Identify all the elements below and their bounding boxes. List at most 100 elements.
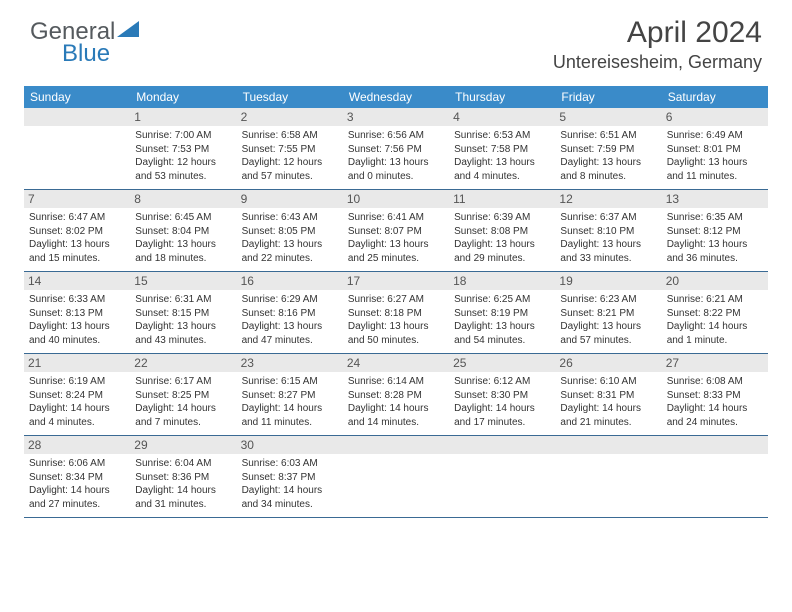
- day-number-empty: [449, 436, 555, 454]
- day-cell: 12 Sunrise: 6:37 AMSunset: 8:10 PMDayligh…: [555, 190, 661, 271]
- weekday-wednesday: Wednesday: [343, 86, 449, 108]
- day-details: Sunrise: 6:43 AMSunset: 8:05 PMDaylight:…: [242, 211, 338, 265]
- empty-cell: [24, 108, 130, 189]
- day-cell: 18Sunrise: 6:25 AMSunset: 8:19 PMDayligh…: [449, 272, 555, 353]
- day-cell: 16Sunrise: 6:29 AMSunset: 8:16 PMDayligh…: [237, 272, 343, 353]
- day-cell: 23Sunrise: 6:15 AMSunset: 8:27 PMDayligh…: [237, 354, 343, 435]
- logo-text-blue: Blue: [62, 40, 110, 67]
- calendar: SundayMondayTuesdayWednesdayThursdayFrid…: [24, 86, 768, 518]
- day-cell: 4 Sunrise: 6:53 AMSunset: 7:58 PMDaylight…: [449, 108, 555, 189]
- day-number: 27: [662, 354, 768, 372]
- day-cell: 9Sunrise: 6:43 AMSunset: 8:05 PMDaylight…: [237, 190, 343, 271]
- day-details: Sunrise: 6:19 AMSunset: 8:24 PMDaylight:…: [29, 375, 125, 429]
- day-details: Sunrise: 6:04 AMSunset: 8:36 PMDaylight:…: [135, 457, 231, 511]
- week-row: 28 Sunrise: 6:06 AMSunset: 8:34 PMDayligh…: [24, 436, 768, 518]
- day-details: Sunrise: 6:31 AMSunset: 8:15 PMDaylight:…: [135, 293, 231, 347]
- day-number-empty: [343, 436, 449, 454]
- day-number: 11: [449, 190, 555, 208]
- logo-text-blue-wrap: Blue: [62, 40, 110, 68]
- day-cell: 10Sunrise: 6:41 AMSunset: 8:07 PMDayligh…: [343, 190, 449, 271]
- day-details: Sunrise: 6:06 AMSunset: 8:34 PMDaylight:…: [29, 457, 125, 511]
- day-cell: 6 Sunrise: 6:49 AMSunset: 8:01 PMDaylight…: [662, 108, 768, 189]
- weekday-saturday: Saturday: [662, 86, 768, 108]
- day-number-empty: [24, 108, 130, 126]
- day-number: 22: [130, 354, 236, 372]
- day-cell: 30 Sunrise: 6:03 AMSunset: 8:37 PMDayligh…: [237, 436, 343, 517]
- day-details: Sunrise: 6:53 AMSunset: 7:58 PMDaylight:…: [454, 129, 550, 183]
- day-details: Sunrise: 6:21 AMSunset: 8:22 PMDaylight:…: [667, 293, 763, 347]
- day-details: Sunrise: 6:37 AMSunset: 8:10 PMDaylight:…: [560, 211, 656, 265]
- day-number: 25: [449, 354, 555, 372]
- location: Untereisesheim, Germany: [553, 52, 762, 73]
- empty-cell: [449, 436, 555, 517]
- day-details: Sunrise: 6:49 AMSunset: 8:01 PMDaylight:…: [667, 129, 763, 183]
- day-cell: 22 Sunrise: 6:17 AMSunset: 8:25 PMDayligh…: [130, 354, 236, 435]
- day-cell: 25 Sunrise: 6:12 AMSunset: 8:30 PMDayligh…: [449, 354, 555, 435]
- day-cell: 5 Sunrise: 6:51 AMSunset: 7:59 PMDaylight…: [555, 108, 661, 189]
- day-cell: 26 Sunrise: 6:10 AMSunset: 8:31 PMDayligh…: [555, 354, 661, 435]
- day-number: 1: [130, 108, 236, 126]
- day-number: 13: [662, 190, 768, 208]
- day-cell: 17 Sunrise: 6:27 AMSunset: 8:18 PMDayligh…: [343, 272, 449, 353]
- day-number: 20: [662, 272, 768, 290]
- empty-cell: [343, 436, 449, 517]
- day-details: Sunrise: 6:03 AMSunset: 8:37 PMDaylight:…: [242, 457, 338, 511]
- weekday-monday: Monday: [130, 86, 236, 108]
- day-number: 26: [555, 354, 661, 372]
- day-number: 12: [555, 190, 661, 208]
- day-number-empty: [555, 436, 661, 454]
- day-cell: 28 Sunrise: 6:06 AMSunset: 8:34 PMDayligh…: [24, 436, 130, 517]
- day-cell: 14Sunrise: 6:33 AMSunset: 8:13 PMDayligh…: [24, 272, 130, 353]
- day-details: Sunrise: 6:56 AMSunset: 7:56 PMDaylight:…: [348, 129, 444, 183]
- weekday-thursday: Thursday: [449, 86, 555, 108]
- day-number: 24: [343, 354, 449, 372]
- day-number: 16: [237, 272, 343, 290]
- day-details: Sunrise: 6:27 AMSunset: 8:18 PMDaylight:…: [348, 293, 444, 347]
- day-details: Sunrise: 6:14 AMSunset: 8:28 PMDaylight:…: [348, 375, 444, 429]
- day-number: 30: [237, 436, 343, 454]
- day-number: 4: [449, 108, 555, 126]
- day-cell: 7 Sunrise: 6:47 AMSunset: 8:02 PMDaylight…: [24, 190, 130, 271]
- day-cell: 13Sunrise: 6:35 AMSunset: 8:12 PMDayligh…: [662, 190, 768, 271]
- weekday-friday: Friday: [555, 86, 661, 108]
- day-number: 19: [555, 272, 661, 290]
- day-number: 3: [343, 108, 449, 126]
- day-number: 8: [130, 190, 236, 208]
- empty-cell: [555, 436, 661, 517]
- day-details: Sunrise: 6:51 AMSunset: 7:59 PMDaylight:…: [560, 129, 656, 183]
- day-number: 17: [343, 272, 449, 290]
- day-details: Sunrise: 6:41 AMSunset: 8:07 PMDaylight:…: [348, 211, 444, 265]
- day-number: 5: [555, 108, 661, 126]
- week-row: 14Sunrise: 6:33 AMSunset: 8:13 PMDayligh…: [24, 272, 768, 354]
- day-details: Sunrise: 6:39 AMSunset: 8:08 PMDaylight:…: [454, 211, 550, 265]
- day-number: 2: [237, 108, 343, 126]
- day-cell: 19Sunrise: 6:23 AMSunset: 8:21 PMDayligh…: [555, 272, 661, 353]
- day-number: 29: [130, 436, 236, 454]
- day-number: 18: [449, 272, 555, 290]
- logo-triangle-icon: [117, 18, 139, 46]
- day-number: 6: [662, 108, 768, 126]
- weekday-sunday: Sunday: [24, 86, 130, 108]
- day-details: Sunrise: 6:12 AMSunset: 8:30 PMDaylight:…: [454, 375, 550, 429]
- day-details: Sunrise: 6:08 AMSunset: 8:33 PMDaylight:…: [667, 375, 763, 429]
- weekday-header: SundayMondayTuesdayWednesdayThursdayFrid…: [24, 86, 768, 108]
- day-cell: 2 Sunrise: 6:58 AMSunset: 7:55 PMDaylight…: [237, 108, 343, 189]
- day-details: Sunrise: 6:33 AMSunset: 8:13 PMDaylight:…: [29, 293, 125, 347]
- day-details: Sunrise: 6:47 AMSunset: 8:02 PMDaylight:…: [29, 211, 125, 265]
- day-details: Sunrise: 6:58 AMSunset: 7:55 PMDaylight:…: [242, 129, 338, 183]
- week-row: 21Sunrise: 6:19 AMSunset: 8:24 PMDayligh…: [24, 354, 768, 436]
- day-details: Sunrise: 6:15 AMSunset: 8:27 PMDaylight:…: [242, 375, 338, 429]
- day-number: 28: [24, 436, 130, 454]
- day-details: Sunrise: 6:45 AMSunset: 8:04 PMDaylight:…: [135, 211, 231, 265]
- day-details: Sunrise: 6:10 AMSunset: 8:31 PMDaylight:…: [560, 375, 656, 429]
- day-number: 7: [24, 190, 130, 208]
- day-cell: 3 Sunrise: 6:56 AMSunset: 7:56 PMDaylight…: [343, 108, 449, 189]
- day-cell: 21Sunrise: 6:19 AMSunset: 8:24 PMDayligh…: [24, 354, 130, 435]
- empty-cell: [662, 436, 768, 517]
- day-number: 15: [130, 272, 236, 290]
- title-area: April 2024 Untereisesheim, Germany: [553, 16, 762, 73]
- day-cell: 1 Sunrise: 7:00 AMSunset: 7:53 PMDaylight…: [130, 108, 236, 189]
- day-details: Sunrise: 7:00 AMSunset: 7:53 PMDaylight:…: [135, 129, 231, 183]
- month-title: April 2024: [553, 16, 762, 50]
- day-details: Sunrise: 6:17 AMSunset: 8:25 PMDaylight:…: [135, 375, 231, 429]
